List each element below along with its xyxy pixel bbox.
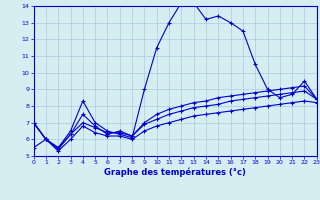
X-axis label: Graphe des températures (°c): Graphe des températures (°c) — [104, 168, 246, 177]
